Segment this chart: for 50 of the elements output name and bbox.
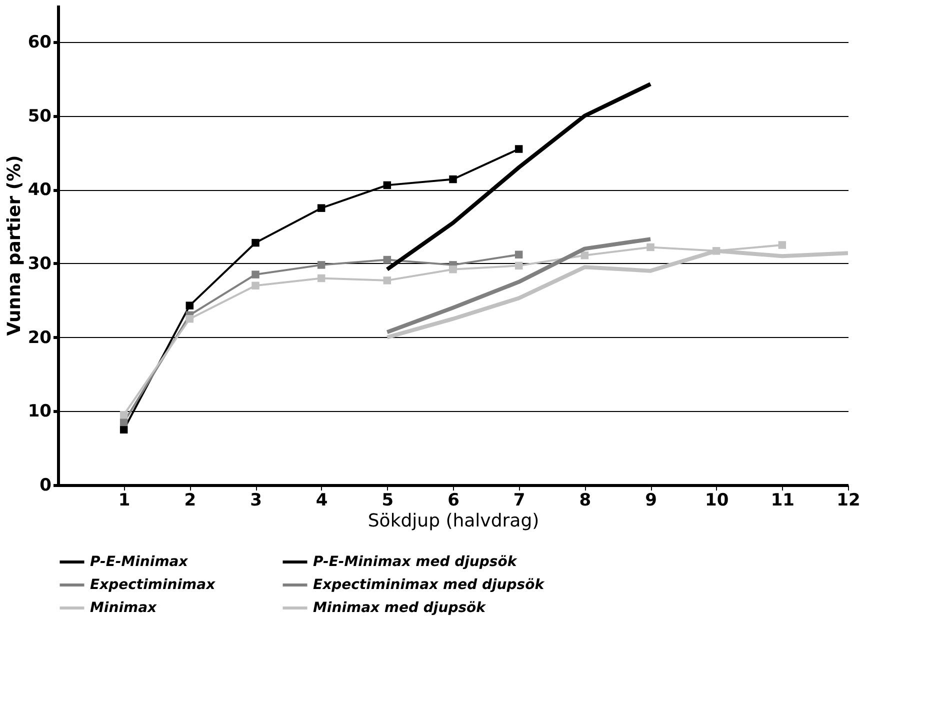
y-tick-label: 40 xyxy=(28,180,52,200)
y-tick-label: 20 xyxy=(28,328,52,348)
y-tick-label: 50 xyxy=(28,106,52,126)
line-series xyxy=(385,237,652,334)
x-tick-label: 3 xyxy=(250,490,262,510)
x-tick-label: 11 xyxy=(770,490,795,510)
y-tick-label: 10 xyxy=(28,402,52,422)
point xyxy=(778,241,786,249)
point xyxy=(383,181,392,190)
point xyxy=(514,262,523,270)
point xyxy=(317,204,326,212)
point xyxy=(580,251,589,260)
point xyxy=(317,261,326,269)
y-axis-title: Vunna partier (%) xyxy=(4,155,25,336)
x-tick-label: 2 xyxy=(184,490,196,510)
point xyxy=(186,302,194,310)
x-tick-label: 8 xyxy=(579,490,592,510)
point xyxy=(252,270,260,278)
legend-label: Expectiminimax xyxy=(90,577,216,593)
y-tick-label: 30 xyxy=(28,254,52,274)
point xyxy=(383,276,392,284)
x-tick-label: 12 xyxy=(836,490,860,510)
x-tick-label: 7 xyxy=(513,490,526,510)
legend-label: Expectiminimax med djupsök xyxy=(313,577,546,593)
x-tick-label: 9 xyxy=(645,490,657,510)
point xyxy=(449,265,457,274)
legend-label: Minimax xyxy=(90,600,158,616)
point xyxy=(449,175,457,184)
point xyxy=(120,410,128,419)
x-axis-title: Sökdjup (halvdrag) xyxy=(368,510,540,532)
x-tick-label: 4 xyxy=(316,490,328,510)
x-tick-label: 6 xyxy=(448,490,460,510)
point xyxy=(120,426,128,434)
point xyxy=(186,314,194,323)
y-tick-label: 0 xyxy=(40,476,52,496)
point xyxy=(252,282,260,290)
point xyxy=(514,145,523,153)
point xyxy=(646,243,654,252)
point xyxy=(514,250,523,258)
point xyxy=(317,274,326,282)
legend-label: P-E-Minimax xyxy=(90,554,189,570)
x-tick-label: 5 xyxy=(382,490,394,510)
x-tick-label: 10 xyxy=(704,490,729,510)
legend-label: Minimax med djupsök xyxy=(313,600,488,616)
legend-label: P-E-Minimax med djupsök xyxy=(313,554,518,570)
y-tick-label: 60 xyxy=(28,32,52,52)
point xyxy=(252,238,260,247)
x-tick-label: 1 xyxy=(118,490,130,510)
point xyxy=(383,256,392,264)
point xyxy=(120,418,128,426)
